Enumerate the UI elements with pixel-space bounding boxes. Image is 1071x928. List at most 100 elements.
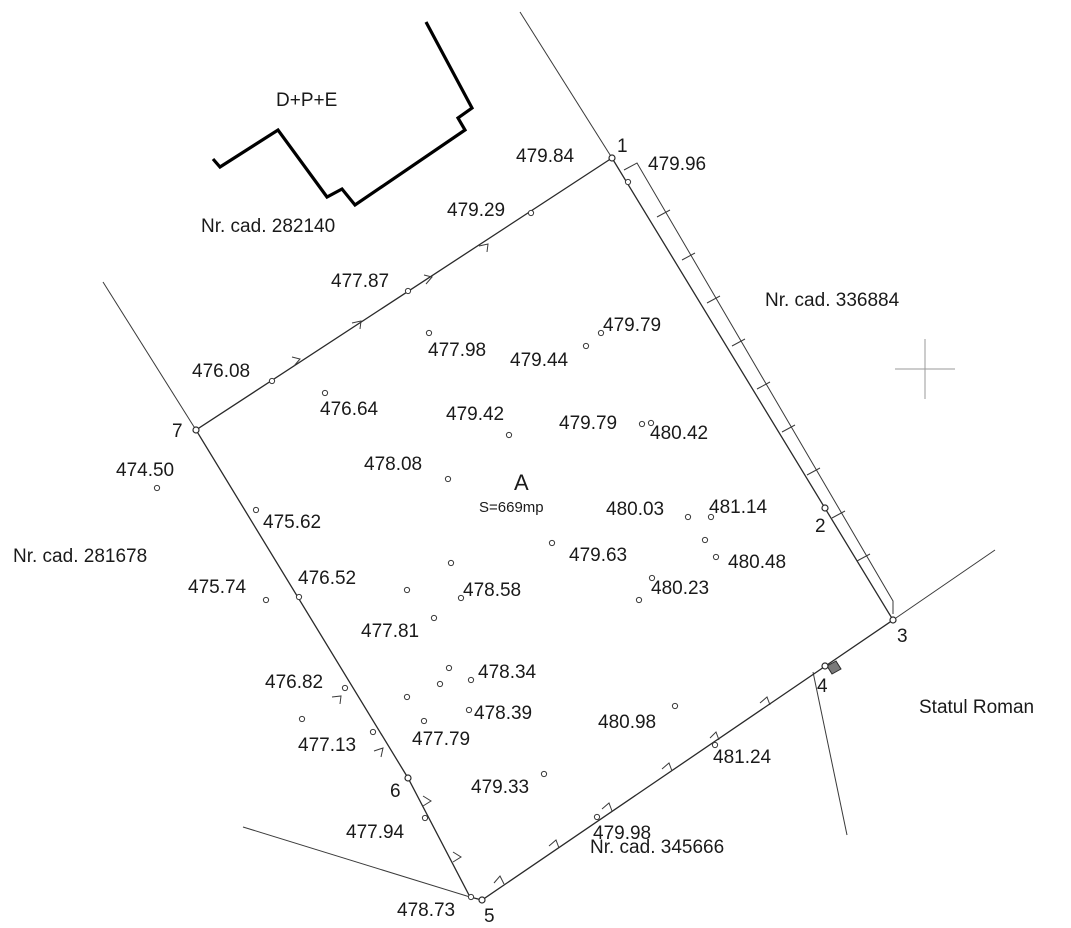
elevation-point	[647, 419, 655, 427]
elevation-point	[436, 680, 444, 688]
neighbor-label-southeast: Statul Roman	[919, 697, 1034, 718]
elevation-label: 480.48	[728, 552, 786, 573]
vertex-markers	[192, 154, 897, 904]
elevation-point	[712, 553, 720, 561]
direction-mark	[661, 762, 673, 772]
elevation-point	[467, 893, 475, 901]
elevation-point	[252, 506, 260, 514]
elevation-point	[262, 596, 270, 604]
elevation-label: 479.29	[447, 200, 505, 221]
vertex-marker	[404, 774, 412, 782]
elevation-label: 474.50	[116, 460, 174, 481]
elevation-point	[447, 559, 455, 567]
fence-east	[623, 162, 894, 614]
direction-mark	[373, 747, 384, 758]
neighbor-label-west: Nr. cad. 281678	[13, 546, 147, 567]
elevation-label: 476.64	[320, 399, 379, 420]
elevation-label: 477.94	[346, 822, 405, 843]
elevation-point	[404, 287, 412, 295]
elevation-point	[548, 539, 556, 547]
elevation-label: 479.42	[446, 404, 504, 425]
elevation-label: 479.84	[516, 146, 575, 167]
elevation-point	[582, 342, 590, 350]
elevation-point	[457, 594, 465, 602]
elevation-label: 477.98	[428, 340, 486, 361]
boundary-statul-roman	[812, 671, 848, 836]
elevation-label: 478.34	[478, 662, 537, 683]
elevation-point	[648, 574, 656, 582]
elevation-label: 480.98	[598, 712, 656, 733]
elevation-point	[505, 431, 513, 439]
neighbor-label-east: Nr. cad. 336884	[765, 290, 900, 311]
elevation-label: 481.14	[709, 497, 768, 518]
elevation-point	[597, 329, 605, 337]
fence-segment	[781, 424, 796, 433]
elevation-point	[403, 586, 411, 594]
elevation-point	[635, 596, 643, 604]
elevation-label: 480.23	[651, 578, 709, 599]
boundary-south-east-extension	[892, 549, 996, 621]
elevation-point	[420, 717, 428, 725]
elevation-points	[153, 178, 720, 901]
building-label: D+P+E	[276, 90, 337, 111]
vertex-label: 3	[897, 626, 908, 647]
elevation-point	[444, 475, 452, 483]
fence-segment	[806, 467, 821, 476]
direction-mark	[478, 243, 489, 253]
building-outline	[211, 21, 475, 208]
elevation-label: 480.03	[606, 499, 664, 520]
fence-outline	[623, 162, 894, 614]
direction-mark	[759, 696, 771, 706]
fence-segment	[831, 510, 846, 519]
elevation-point	[593, 813, 601, 821]
elevation-point	[268, 377, 276, 385]
elevation-point	[298, 715, 306, 723]
elevation-point	[467, 676, 475, 684]
boundary-south-west-extension	[242, 826, 471, 898]
elevation-label: 478.39	[474, 703, 532, 724]
elevation-point	[403, 693, 411, 701]
elevation-point	[421, 814, 429, 822]
boundary-west-extension	[102, 281, 197, 431]
elevation-point	[701, 536, 709, 544]
vertex-label: 2	[815, 516, 826, 537]
direction-mark	[422, 795, 432, 807]
elevation-point	[465, 706, 473, 714]
elevation-label: 476.08	[192, 361, 250, 382]
direction-mark	[452, 851, 462, 863]
fence-segment	[756, 381, 771, 390]
direction-marks	[291, 243, 771, 885]
elevation-label: 476.82	[265, 672, 323, 693]
direction-mark	[601, 802, 613, 812]
vertex-marker	[478, 896, 486, 904]
vertex-marker	[608, 154, 616, 162]
direction-mark	[331, 695, 342, 705]
small-structure	[826, 660, 842, 675]
elevation-label: 479.44	[510, 350, 569, 371]
elevation-label: 479.33	[471, 777, 529, 798]
elevation-label: 475.74	[188, 577, 247, 598]
direction-mark	[548, 839, 560, 849]
elevation-point	[638, 420, 646, 428]
elevation-point	[671, 702, 679, 710]
elevation-point	[430, 614, 438, 622]
elevation-label: 481.24	[713, 747, 772, 768]
vertex-label: 7	[172, 421, 183, 442]
parcel-name: A	[514, 470, 529, 495]
direction-mark	[709, 731, 720, 741]
parcel-area: S=669mp	[479, 499, 544, 516]
elevation-label: 479.98	[593, 823, 651, 844]
elevation-point	[321, 389, 329, 397]
elevation-label: 479.96	[648, 154, 706, 175]
elevation-label: 477.87	[331, 271, 389, 292]
elevation-point	[540, 770, 548, 778]
direction-mark	[423, 274, 433, 285]
elevation-label: 477.13	[298, 735, 356, 756]
elevation-label: 478.73	[397, 900, 455, 921]
elevation-label: 475.62	[263, 512, 321, 533]
vertex-marker	[821, 662, 829, 670]
elevation-labels: 479.84 479.96 479.29 477.87 476.08 477.9…	[116, 146, 786, 921]
fence-segment	[681, 252, 696, 261]
elevation-point	[369, 728, 377, 736]
